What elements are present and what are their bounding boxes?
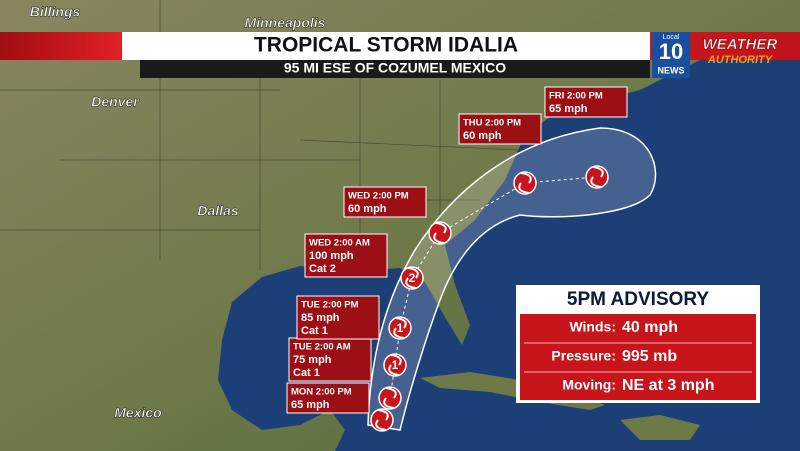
- city-label: Minneapolis: [245, 15, 326, 31]
- logo-number: 10: [659, 39, 683, 64]
- storm-swirl: [388, 354, 402, 376]
- city-label: Denver: [91, 94, 140, 110]
- title-plate: [122, 32, 650, 60]
- storm-swirl: [405, 267, 419, 289]
- logo-text: NEWS: [658, 65, 685, 75]
- hispaniola: [620, 415, 700, 440]
- forecast-box: [304, 233, 388, 278]
- forecast-line: 100 mph: [309, 250, 354, 262]
- storm-swirl: [433, 222, 447, 244]
- forecast-box: [288, 337, 372, 382]
- forecast-line: WED 2:00 PM: [348, 191, 409, 202]
- storm-swirl: [375, 409, 389, 431]
- forecast-line: TUE 2:00 PM: [301, 300, 359, 311]
- state-borders: [0, 0, 521, 270]
- storm-icon: [585, 165, 609, 189]
- storm-category: 2: [409, 271, 416, 285]
- forecast-line: 60 mph: [463, 130, 502, 142]
- advisory-value: 995 mb: [622, 348, 677, 365]
- storm-icon: [513, 171, 537, 195]
- brand: WEATHER: [703, 36, 778, 53]
- forecast-box: [544, 86, 628, 118]
- forecast-line: 65 mph: [549, 103, 588, 115]
- forecast-line: Cat 1: [293, 367, 320, 379]
- forecast-cone: [367, 127, 657, 431]
- storm-swirl: [393, 317, 407, 339]
- city-label: Billings: [30, 4, 81, 20]
- advisory-panel: 5PM ADVISORY Winds: 40 mph Pressure: 995 mb…: [516, 285, 760, 403]
- forecast-line: WED 2:00 AM: [309, 238, 370, 249]
- advisory-label: Moving:: [562, 377, 616, 393]
- advisory-label: Pressure:: [551, 348, 616, 364]
- forecast-line: Cat 2: [309, 263, 336, 275]
- storm-icon: [428, 221, 452, 245]
- city-label: Mexico: [114, 405, 162, 421]
- forecast-line: 75 mph: [293, 354, 332, 366]
- storm-swirl: [518, 172, 532, 194]
- forecast-box: [458, 113, 542, 145]
- city-label: Dallas: [197, 203, 238, 219]
- forecast-line: THU 2:00 PM: [463, 118, 521, 129]
- storm-icon: [370, 408, 394, 432]
- forecast-line: TUE 2:00 AM: [293, 342, 351, 353]
- forecast-line: Cat 1: [301, 325, 328, 337]
- forecast-box: [343, 186, 427, 218]
- subtitle: 95 MI ESE OF COZUMEL MEXICO: [284, 60, 506, 76]
- forecast-line: 85 mph: [301, 312, 340, 324]
- forecast-line: MON 2:00 PM: [291, 387, 352, 398]
- storm-category: 1: [397, 321, 404, 335]
- storm-swirl: [383, 387, 397, 409]
- advisory-body: [520, 314, 756, 400]
- subtitle-bar: [140, 60, 650, 78]
- brand-sub: AUTHORITY: [707, 54, 774, 66]
- logo-text: Local: [663, 34, 680, 41]
- storm-swirl: [590, 166, 604, 188]
- storm-icon: [378, 386, 402, 410]
- forecast-line: FRI 2:00 PM: [549, 91, 603, 102]
- advisory-title: 5PM ADVISORY: [567, 289, 710, 310]
- advisory-value: NE at 3 mph: [622, 377, 714, 394]
- advisory-value: 40 mph: [622, 319, 678, 336]
- storm-category: 1: [392, 358, 399, 372]
- forecast-line: 60 mph: [348, 203, 387, 215]
- forecast-box: [296, 295, 380, 340]
- forecast-box: [286, 382, 370, 414]
- title: TROPICAL STORM IDALIA: [254, 34, 518, 57]
- station-logo: [652, 32, 690, 78]
- forecast-line: 65 mph: [291, 399, 330, 411]
- advisory-label: Winds:: [569, 319, 616, 335]
